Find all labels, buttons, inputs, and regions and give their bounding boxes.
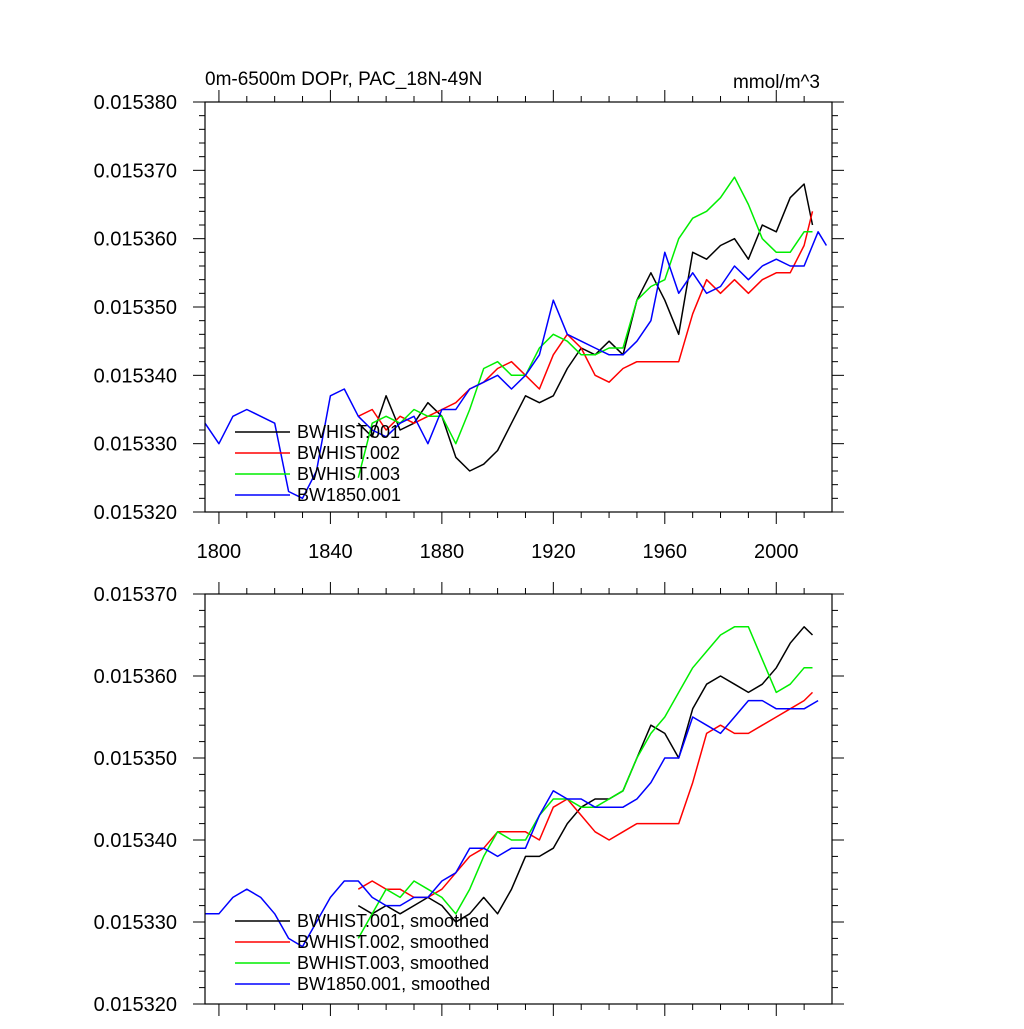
legend-label-bwhist-003: BWHIST.003 (297, 464, 400, 484)
series-line-bwhist-003 (357, 176, 813, 478)
legend-label-bwhist-001: BWHIST.001 (297, 422, 400, 442)
bottom-panel: 0.015320 0.015330 0.015340 0.015350 0.015360… (94, 582, 844, 1016)
series-line-bwhist-002 (357, 211, 814, 431)
y-tick-label: 0.015340 (94, 830, 177, 852)
legend-label-bwhist-001-smoothed: BWHIST.001, smoothed (297, 911, 489, 931)
series-line-bwhist-001 (357, 183, 814, 472)
chart-units: mmol/m^3 (733, 72, 820, 93)
y-tick-label: 0.015350 (94, 748, 177, 770)
x-tick-label: 1960 (643, 541, 688, 563)
series-line-bw1850-001 (204, 231, 828, 500)
y-tick-label: 0.015380 (94, 92, 177, 114)
y-tick-label: 0.015320 (94, 502, 177, 524)
x-tick-label: 1840 (308, 541, 353, 563)
legend-label-bw1850-001: BW1850.001 (297, 485, 401, 505)
legend-label-bwhist-002: BWHIST.002 (297, 443, 400, 463)
top-panel: 0m-6500m DOPr, PAC_18N-49N mmol/m^3 1800… (94, 69, 844, 563)
plot-frame (204, 593, 833, 1005)
series-line-bw1850-001-smoothed (205, 699, 819, 948)
x-tick-label: 1920 (531, 541, 576, 563)
y-tick-label: 0.015330 (94, 912, 177, 934)
y-tick-label: 0.015350 (94, 297, 177, 319)
x-tick-label: 2000 (754, 541, 799, 563)
x-tick-label: 1800 (197, 541, 242, 563)
y-tick-label: 0.015370 (94, 160, 177, 182)
legend-label-bwhist-003-smoothed: BWHIST.003, smoothed (297, 953, 489, 973)
chart-title: 0m-6500m DOPr, PAC_18N-49N (205, 69, 482, 90)
y-tick-label: 0.015360 (94, 229, 177, 251)
x-tick-label: 1880 (420, 541, 465, 563)
y-tick-label: 0.015370 (94, 584, 177, 606)
y-tick-label: 0.015320 (94, 994, 177, 1016)
y-tick-label: 0.015340 (94, 365, 177, 387)
legend-label-bw1850-001-smoothed: BW1850.001, smoothed (297, 974, 490, 994)
series-line-bwhist-002-smoothed (357, 691, 814, 899)
legend-label-bwhist-002-smoothed: BWHIST.002, smoothed (297, 932, 489, 952)
series-line-bwhist-001-smoothed (357, 626, 814, 923)
y-tick-label: 0.015330 (94, 434, 177, 456)
y-tick-label: 0.015360 (94, 666, 177, 688)
series-line-bwhist-003-smoothed (357, 626, 813, 939)
